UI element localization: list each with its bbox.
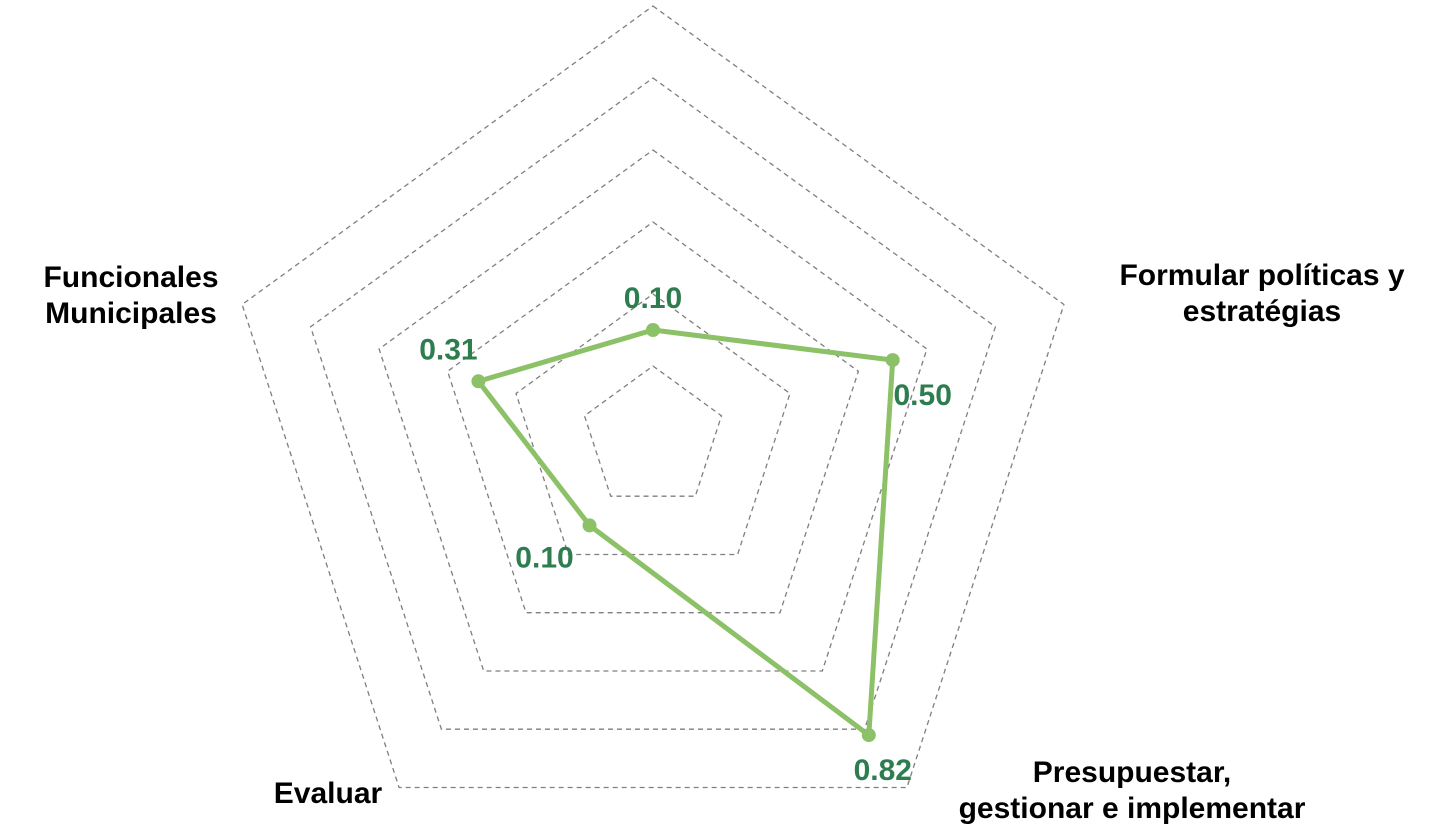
axis-label-1-line-0: Formular políticas y <box>1119 259 1404 292</box>
value-labels: 0.10 0.50 0.82 0.10 0.31 <box>419 282 952 787</box>
grid-ring-1 <box>515 293 791 556</box>
axis-label-4: Funcionales Municipales <box>43 261 218 330</box>
grid-rings <box>241 5 1065 789</box>
axis-labels: Formular políticas y estratégias Presupues… <box>43 259 1404 825</box>
grid-ring-4 <box>309 77 997 730</box>
grid-ring-2 <box>446 221 860 614</box>
axis-label-3-line-0: Evaluar <box>274 777 383 810</box>
grid-ring-5 <box>241 5 1065 789</box>
axis-label-3: Evaluar <box>274 777 383 810</box>
grid-ring-0 <box>583 365 723 497</box>
value-label-4: 0.31 <box>419 333 477 366</box>
axis-label-2-line-0: Presupuestar, <box>1033 756 1231 789</box>
series-layer <box>471 323 900 743</box>
axis-label-1: Formular políticas y estratégias <box>1119 259 1404 328</box>
series-line <box>475 327 896 738</box>
value-label-2: 0.82 <box>854 754 912 787</box>
value-label-3: 0.10 <box>515 541 573 574</box>
value-label-0: 0.10 <box>624 282 682 315</box>
data-point-3 <box>582 518 597 533</box>
axis-label-2: Presupuestar, gestionar e implementar <box>959 756 1306 825</box>
data-point-4 <box>471 374 486 389</box>
axis-label-2-line-1: gestionar e implementar <box>959 792 1306 825</box>
value-label-1: 0.50 <box>894 379 952 412</box>
axis-label-4-line-1: Municipales <box>45 297 217 330</box>
data-point-2 <box>861 728 876 743</box>
grid-ring-3 <box>378 149 928 672</box>
axis-label-1-line-1: estratégias <box>1183 295 1341 328</box>
data-point-0 <box>646 323 660 337</box>
axis-label-4-line-0: Funcionales <box>43 261 218 294</box>
data-point-1 <box>885 353 900 368</box>
